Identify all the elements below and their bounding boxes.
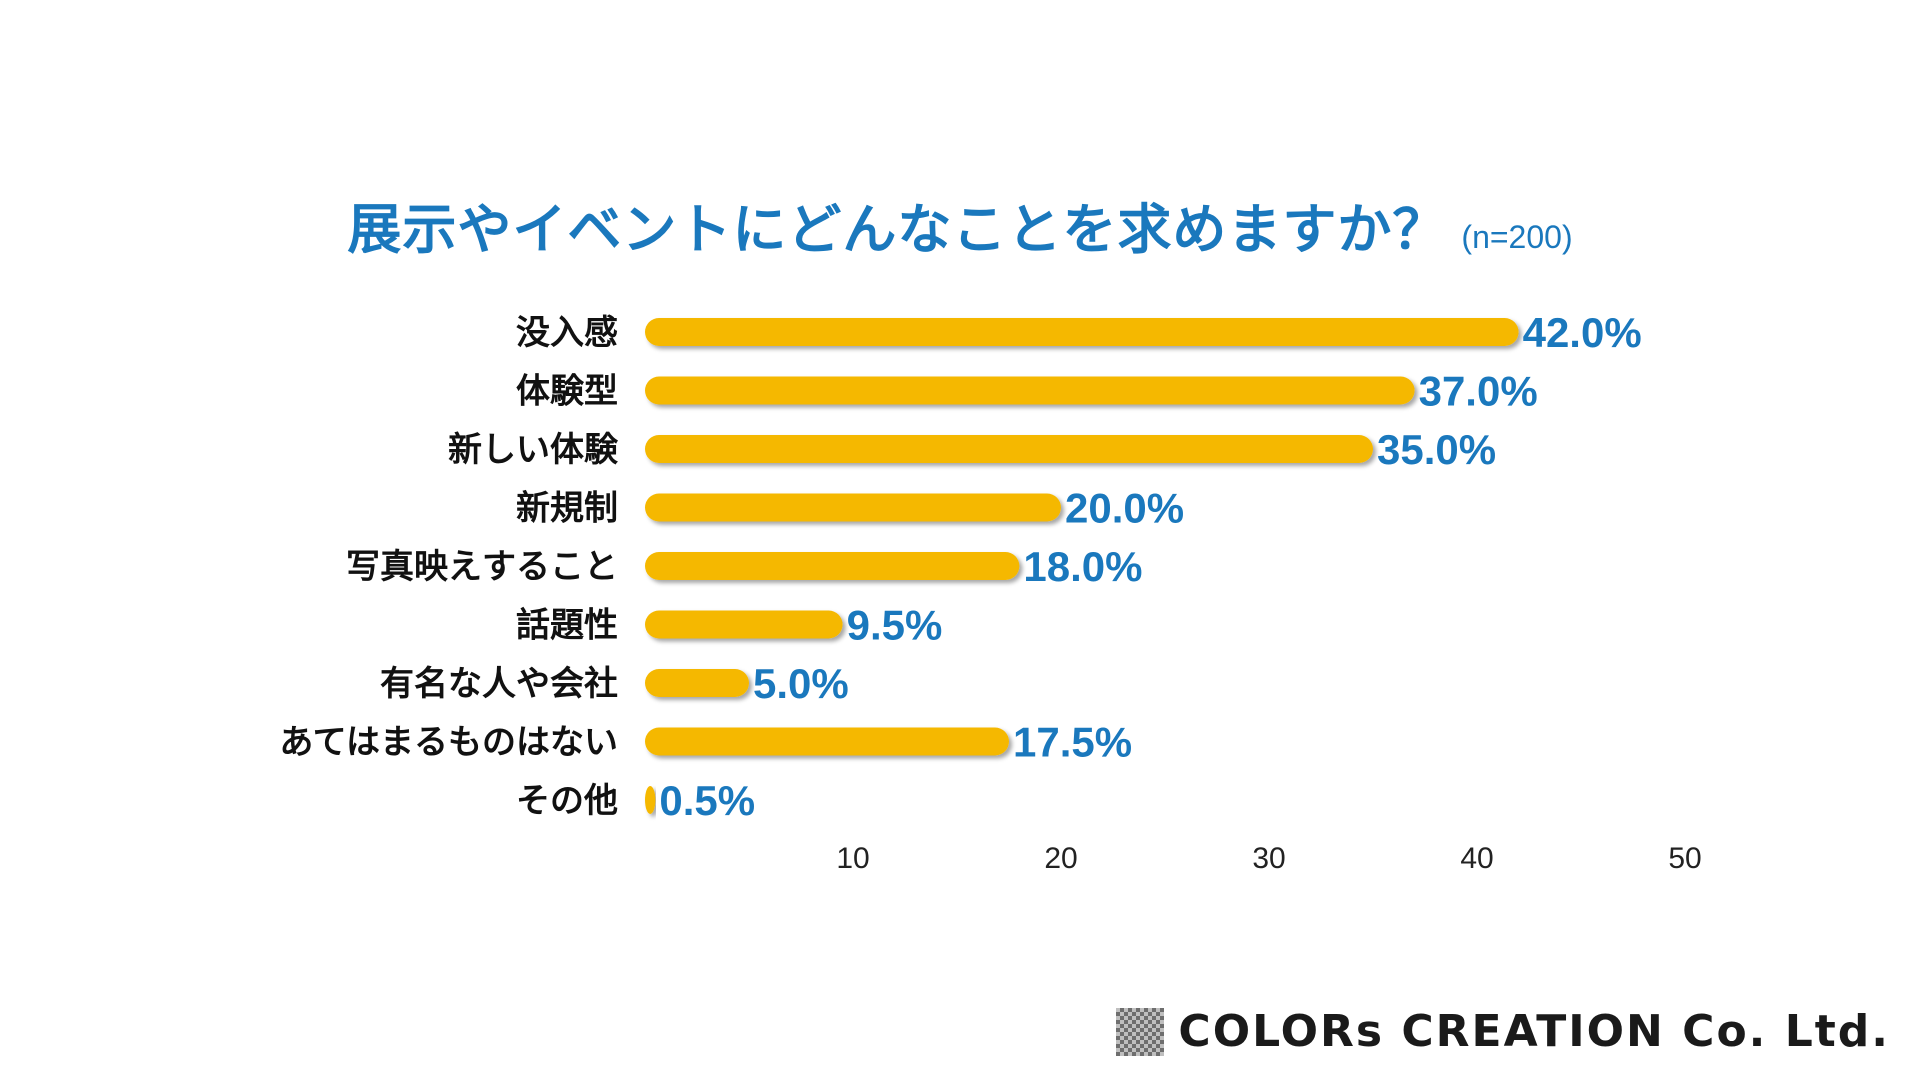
category-labels: 没入感体験型新しい体験新規制写真映えすること話題性有名な人や会社あてはまるものは… <box>279 313 619 821</box>
category-label: 写真映えすること <box>346 547 618 587</box>
bar-3 <box>645 493 1061 522</box>
category-label: その他 <box>516 781 618 821</box>
chart-title-block: 展示やイベントにどんなことを求めますか？ (n=200) <box>0 185 1920 264</box>
value-label: 5.0% <box>753 660 849 707</box>
bar-5 <box>645 610 843 639</box>
x-axis-ticks: 10 20 30 40 50 <box>836 842 1701 875</box>
x-tick-label: 20 <box>1044 842 1077 875</box>
bar-1 <box>645 376 1415 405</box>
x-tick-label: 50 <box>1668 842 1701 875</box>
category-label: 新しい体験 <box>448 430 619 470</box>
x-tick-label: 30 <box>1252 842 1285 875</box>
value-label: 0.5% <box>659 777 755 824</box>
category-label: 有名な人や会社 <box>380 664 618 704</box>
bar-2 <box>645 435 1373 463</box>
chart-subtitle: (n=200) <box>1461 219 1573 255</box>
bars-layer <box>645 318 1519 814</box>
category-label: 話題性 <box>516 606 618 646</box>
brand-name: COLORs CREATION Co. Ltd. <box>1178 1006 1890 1057</box>
bar-0 <box>645 318 1519 346</box>
value-label: 37.0% <box>1419 368 1538 415</box>
value-label: 35.0% <box>1377 426 1496 473</box>
category-label: 新規制 <box>516 489 618 529</box>
value-label: 18.0% <box>1023 543 1142 590</box>
value-label: 20.0% <box>1065 485 1184 532</box>
category-label: あてはまるものはない <box>279 723 618 763</box>
bar-6 <box>645 669 749 697</box>
checkerboard-icon <box>1116 1007 1165 1056</box>
chart-title: 展示やイベントにどんなことを求めますか？ <box>347 198 1448 261</box>
x-tick-label: 40 <box>1460 842 1493 875</box>
bar-7 <box>645 727 1009 756</box>
value-label: 17.5% <box>1013 719 1132 766</box>
value-label: 9.5% <box>847 602 943 649</box>
bar-8 <box>645 786 656 814</box>
value-label: 42.0% <box>1523 309 1642 356</box>
x-tick-label: 10 <box>836 842 869 875</box>
bar-4 <box>645 552 1020 580</box>
footer-brand: COLORs CREATION Co. Ltd. <box>1116 1006 1890 1057</box>
category-label: 没入感 <box>516 313 618 353</box>
value-labels: 42.0% 37.0% 35.0% 20.0% 18.0% 9.5% 5.0% 17.5% 0.… <box>659 309 1641 824</box>
category-label: 体験型 <box>516 372 618 412</box>
